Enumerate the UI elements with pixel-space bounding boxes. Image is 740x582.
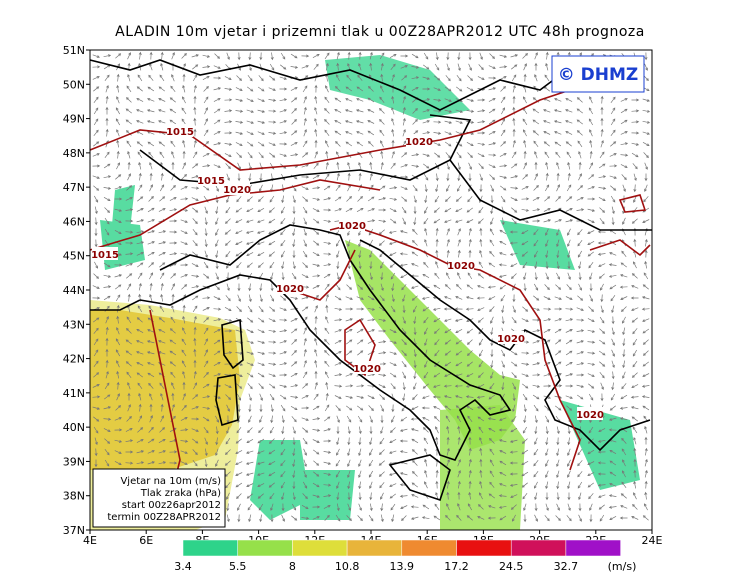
info-line: termin 00Z28APR2012 [107,512,221,523]
legend-value: 10.8 [335,560,360,573]
isobar-label: 1020 [338,221,366,232]
legend-value: 13.9 [390,560,415,573]
lon-label: 6E [139,534,153,547]
lat-label: 45N [63,250,85,263]
lat-label: 41N [63,387,85,400]
wind-area-north [325,55,470,120]
legend-swatch [401,539,457,557]
legend-swatch [510,539,567,557]
isobar-label-bg [448,258,474,271]
lat-label: 40N [63,421,85,434]
legend-swatch [182,539,238,557]
lat-label: 37N [63,524,85,537]
isobar-label: 1020 [223,185,251,196]
isobar-label-bg [354,361,380,374]
lat-label: 46N [63,215,85,228]
isobar-label-bg [167,124,193,137]
legend-value: 5.5 [229,560,247,573]
isobar-label-bg [198,173,224,186]
info-line: Vjetar na 10m (m/s) [120,476,221,487]
info-line: start 00z26apr2012 [122,500,221,511]
lat-label: 50N [63,78,85,91]
legend-value: 17.2 [444,560,469,573]
map-title: ALADIN 10m vjetar i prizemni tlak u 00Z2… [115,24,645,40]
lat-label: 43N [63,318,85,331]
lon-label: 4E [83,534,97,547]
lon-label: 24E [642,534,663,547]
lat-label: 47N [63,181,85,194]
legend-value: 8 [289,560,296,573]
isobar-label-bg [498,331,524,344]
lat-label: 51N [63,44,85,57]
isobar-label: 1015 [166,127,194,138]
lat-label: 38N [63,490,85,503]
isobar-label-bg [277,281,303,294]
isobar-label: 1020 [497,334,525,345]
isobar-label-bg [406,134,432,147]
isobar-label-bg [224,182,250,195]
isobar-label: 1015 [197,176,225,187]
info-line: Tlak zraka (hPa) [140,488,221,499]
isobar-label: 1020 [353,364,381,375]
legend-value: 3.4 [174,560,192,573]
coastlines [89,59,652,502]
isobar-label: 1020 [276,284,304,295]
wind-area-ionian [440,405,525,530]
logo-box [551,55,645,93]
lat-label: 39N [63,455,85,468]
legend-swatch [237,539,293,557]
legend-swatch [565,539,621,557]
lat-label: 44N [63,284,85,297]
isobar-label: 1020 [405,137,433,148]
isobar-label: 1020 [576,410,604,421]
isobar-label-bg [339,218,365,231]
isobar-label-bg [577,407,603,420]
isobar-label: 1020 [447,261,475,272]
info-box [92,468,226,528]
legend-value: 24.5 [499,560,524,573]
legend-value: 32.7 [554,560,579,573]
lat-label: 49N [63,113,85,126]
isobar-label-bg [92,247,118,260]
wind-area-adriatic [345,240,520,450]
logo: © DHMZ [558,65,639,85]
legend-unit: (m/s) [608,560,637,573]
lat-label: 48N [63,147,85,160]
legend-swatch [346,539,403,557]
legend-swatch [292,539,348,557]
legend-swatch [456,539,512,557]
isobar-label: 1015 [91,250,119,261]
lat-label: 42N [63,353,85,366]
